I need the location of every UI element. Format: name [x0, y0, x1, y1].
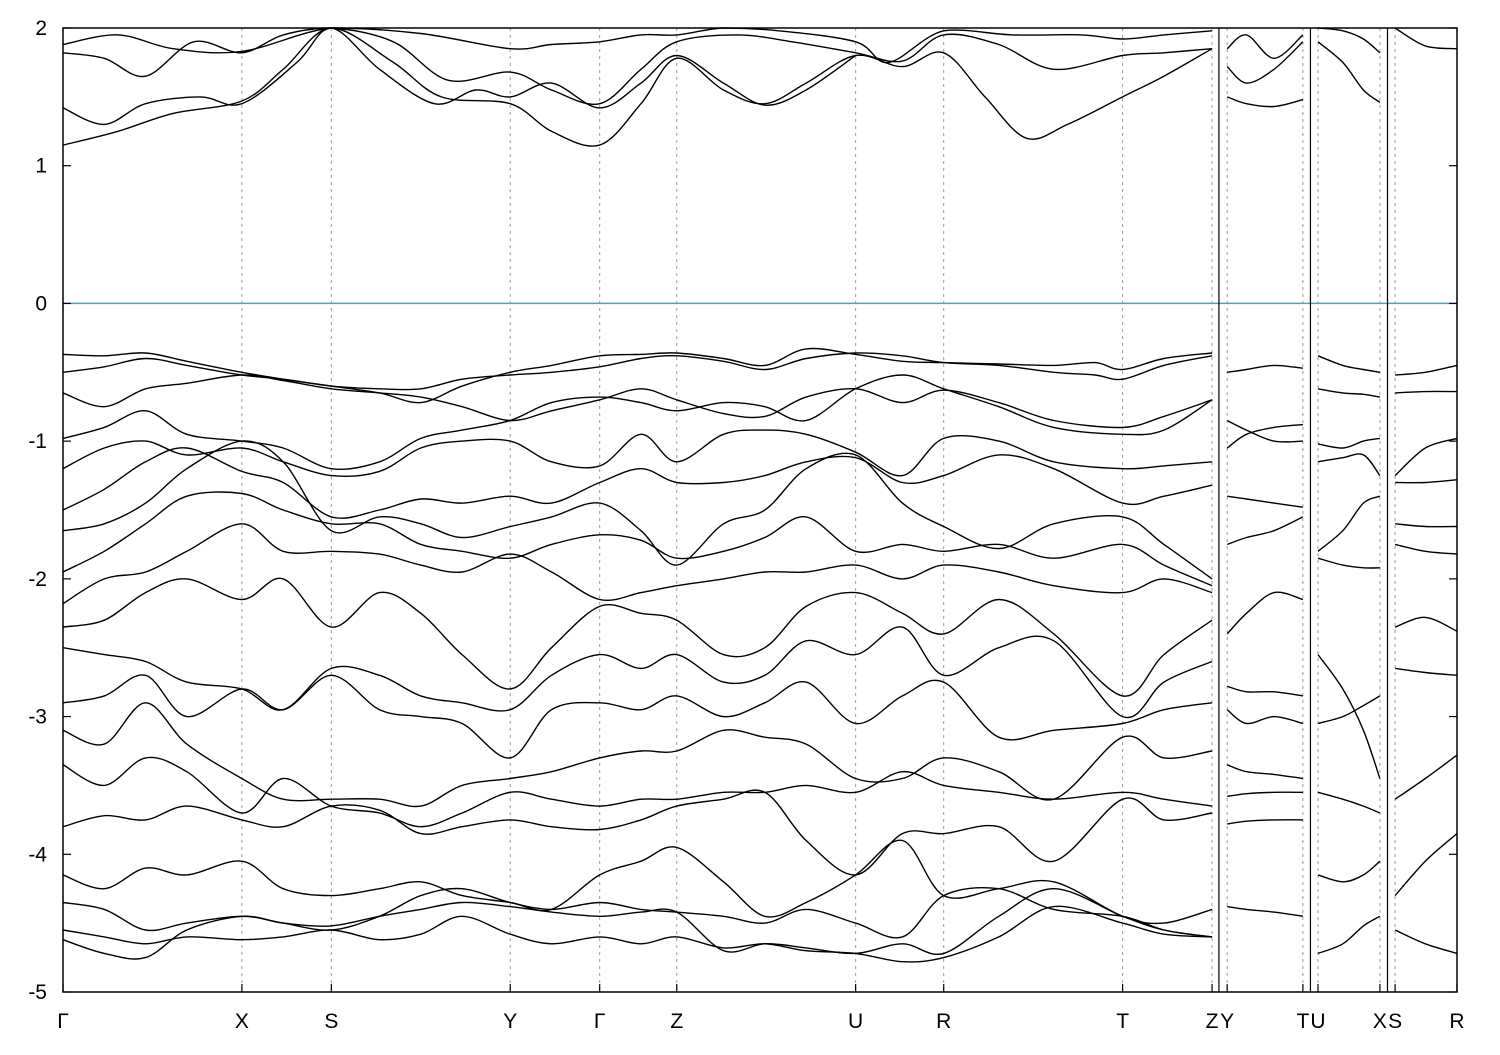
valence-band — [62, 491, 1213, 587]
valence-band — [1226, 591, 1304, 635]
valence-band — [1394, 543, 1458, 555]
y-tick-label: -1 — [28, 430, 47, 453]
valence-band — [62, 674, 1213, 759]
x-tick-label: R — [936, 1010, 951, 1033]
conduction-band — [1394, 27, 1458, 50]
valence-band — [62, 347, 1213, 404]
conduction-band — [62, 27, 1213, 64]
x-tick-label: S — [324, 1010, 338, 1033]
x-tick-label: Y — [503, 1010, 517, 1033]
x-tick-label: X — [1373, 1010, 1387, 1033]
x-tick-label: U — [1310, 1010, 1325, 1033]
valence-band — [62, 888, 1213, 960]
y-tick-label: 0 — [35, 292, 47, 315]
valence-band — [62, 374, 1213, 470]
valence-band — [1395, 364, 1458, 376]
valence-band — [1395, 479, 1458, 484]
valence-band — [1395, 390, 1458, 394]
x-tick-label: R — [1449, 1010, 1464, 1033]
band-curves — [62, 27, 1458, 963]
valence-band — [1394, 929, 1458, 955]
valence-band — [1394, 437, 1458, 477]
x-tick-label: Y — [1220, 1010, 1234, 1033]
conduction-band — [1226, 41, 1304, 84]
x-tick-label: T — [1116, 1010, 1129, 1033]
valence-band — [1227, 819, 1303, 825]
y-tick-label: 1 — [35, 155, 47, 178]
y-tick-label: -3 — [28, 706, 47, 729]
conduction-band — [1317, 27, 1381, 54]
valence-band — [1226, 685, 1304, 697]
valence-band — [62, 626, 1213, 719]
valence-band — [62, 577, 1213, 697]
x-tick-label: U — [848, 1010, 863, 1033]
valence-band — [1227, 791, 1303, 798]
valence-band — [62, 352, 1213, 391]
valence-band — [1317, 791, 1381, 814]
valence-band — [1317, 915, 1381, 955]
x-tick-label: T — [1296, 1010, 1309, 1033]
valence-band — [1226, 516, 1304, 546]
conduction-band — [62, 27, 1213, 106]
x-tick-label: Γ — [594, 1010, 606, 1033]
conduction-band — [1317, 41, 1381, 103]
valence-band — [1226, 709, 1304, 725]
valence-band — [1317, 557, 1380, 569]
valence-band — [1395, 667, 1458, 676]
valence-band — [1317, 495, 1381, 552]
valence-band — [1227, 905, 1304, 917]
valence-band — [1226, 419, 1303, 443]
valence-band — [62, 440, 1213, 580]
y-tick-label: 2 — [35, 17, 47, 40]
valence-band — [1317, 654, 1381, 779]
valence-band — [1395, 523, 1458, 528]
x-tick-label: Z — [670, 1010, 683, 1033]
valence-band — [62, 756, 1213, 828]
valence-band — [1317, 453, 1381, 477]
valence-band — [1317, 437, 1381, 449]
y-axis-ticks: 2 1 0 -1 -2 -3 -4 -5 — [28, 17, 1457, 1004]
valence-band — [1394, 616, 1458, 632]
valence-band — [62, 702, 1213, 808]
conduction-band — [1226, 96, 1304, 108]
y-tick-label: -2 — [28, 568, 47, 591]
y-tick-label: -4 — [28, 843, 47, 866]
valence-band — [1394, 833, 1458, 897]
conduction-band — [62, 27, 857, 126]
conduction-band — [62, 27, 1213, 147]
valence-band — [1227, 364, 1303, 373]
valence-band — [1317, 355, 1381, 373]
valence-band — [1394, 754, 1458, 800]
valence-band — [1226, 423, 1303, 449]
valence-band — [62, 447, 1213, 519]
x-tick-label: X — [235, 1010, 249, 1033]
y-tick-label: -5 — [28, 981, 47, 1004]
x-tick-label: Z — [1206, 1010, 1219, 1033]
valence-band — [1226, 764, 1303, 780]
valence-band — [62, 374, 1213, 429]
valence-band — [1227, 495, 1303, 508]
valence-band — [62, 429, 1213, 477]
x-tick-label: S — [1388, 1010, 1402, 1033]
path-break-lines — [1218, 28, 1389, 992]
conduction-band — [1226, 34, 1304, 59]
valence-band — [62, 523, 1213, 605]
valence-band — [62, 905, 1213, 963]
valence-band — [1317, 860, 1381, 883]
valence-band — [62, 789, 1213, 876]
plot-frame — [62, 27, 1458, 993]
valence-band — [1317, 388, 1381, 398]
valence-band — [1317, 695, 1381, 725]
x-tick-label: Γ — [57, 1010, 69, 1033]
